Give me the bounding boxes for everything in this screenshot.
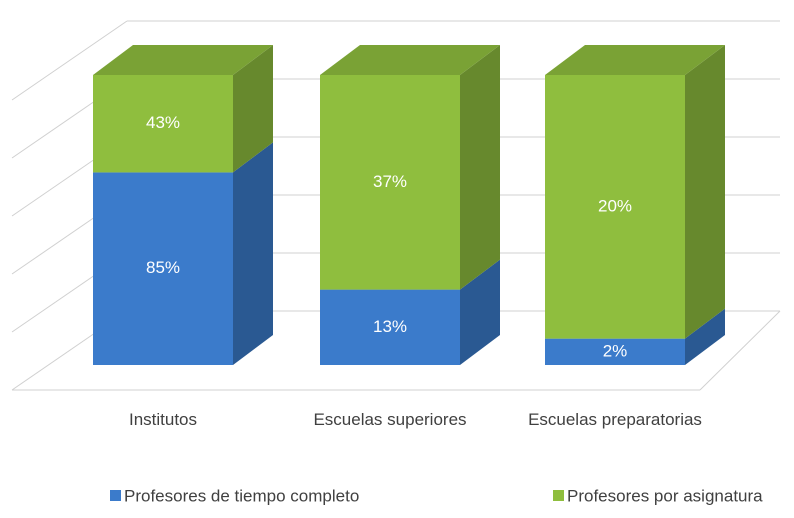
bar-top bbox=[545, 45, 725, 75]
data-label: 37% bbox=[373, 172, 407, 191]
bar-side bbox=[460, 45, 500, 290]
bar-front bbox=[320, 289, 460, 365]
bar-front bbox=[93, 75, 233, 173]
grid-line bbox=[11, 20, 128, 101]
data-label: 2% bbox=[603, 341, 628, 360]
x-tick-label: Escuelas preparatorias bbox=[528, 410, 702, 429]
legend-label: Profesores de tiempo completo bbox=[124, 486, 359, 505]
x-tick-label: Institutos bbox=[128, 410, 198, 429]
bar-side bbox=[685, 45, 725, 339]
bar bbox=[93, 142, 273, 365]
legend-label: Profesores por asignatura bbox=[567, 486, 763, 505]
bar-front bbox=[93, 172, 233, 365]
bar-side bbox=[233, 142, 273, 365]
legend-swatch bbox=[110, 490, 121, 501]
bar-side bbox=[233, 45, 273, 173]
bar-top bbox=[93, 45, 273, 75]
bar bbox=[545, 308, 725, 365]
bar-side bbox=[460, 259, 500, 365]
bar bbox=[545, 45, 725, 339]
x-tick-label: Escuelas superiores bbox=[313, 410, 467, 429]
bar-front bbox=[545, 338, 685, 365]
bar-front bbox=[545, 75, 685, 339]
floor-edge bbox=[699, 310, 781, 391]
legend-swatch bbox=[553, 490, 564, 501]
bar-top bbox=[320, 45, 500, 75]
data-label: 43% bbox=[146, 113, 180, 132]
data-label: 20% bbox=[598, 196, 632, 215]
bar-front bbox=[320, 75, 460, 290]
bar bbox=[320, 259, 500, 365]
bar-side bbox=[685, 308, 725, 365]
bar bbox=[320, 45, 500, 290]
bar bbox=[93, 45, 273, 173]
data-label: 13% bbox=[373, 317, 407, 336]
data-label: 85% bbox=[146, 258, 180, 277]
